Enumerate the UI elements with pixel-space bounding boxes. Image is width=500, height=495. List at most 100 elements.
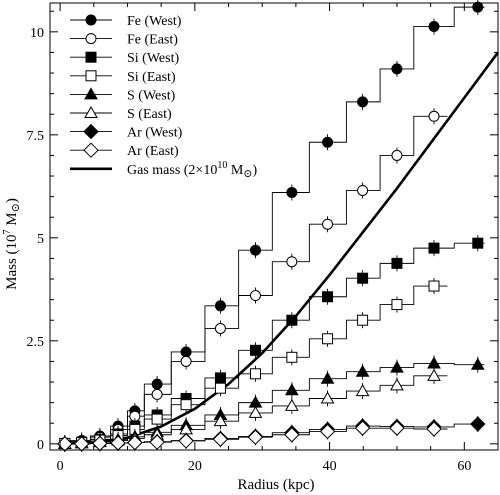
si-east-point: [391, 299, 403, 311]
legend-label-s-west: S (West): [127, 88, 176, 103]
ar-east-point: [178, 433, 194, 449]
fe-east-point: [214, 322, 226, 334]
s-east-point: [248, 405, 263, 418]
si-west-point: [286, 314, 298, 326]
si-east-point: [428, 280, 440, 292]
plot-border: [49, 2, 499, 451]
x-axis-label: Radius (kpc): [237, 477, 314, 493]
si-east-point: [180, 399, 192, 411]
x-tick-label: 0: [57, 459, 64, 474]
legend-label-ar-east: Ar (East): [127, 144, 179, 159]
fe-west-point: [472, 1, 484, 13]
fe-east-point: [391, 149, 403, 161]
fe-east-point: [428, 110, 440, 122]
y-axis-label: Mass (107 M⊙): [2, 198, 22, 290]
si-east-point: [214, 382, 226, 394]
y-axis-label-main: Mass (10: [4, 234, 20, 289]
legend-label-gas-mass: Gas mass (2×1010 M⊙): [127, 160, 258, 180]
s-east-point: [390, 378, 404, 391]
ar-east-point: [247, 429, 264, 445]
si-east-point: [322, 333, 334, 345]
fe-west-point: [249, 244, 261, 256]
legend-marker-s-west: [84, 87, 98, 100]
step-lines: [60, 6, 485, 445]
y-axis-label-close: ): [4, 198, 20, 203]
legend: Fe (West) Fe (East) Si (West) Si (East) S (W…: [70, 14, 258, 180]
legend-gas-sun-symbol: ⊙: [243, 168, 252, 180]
s-west-point: [355, 364, 370, 377]
fe-west-point: [214, 300, 226, 312]
legend-gas-unit: M: [227, 163, 244, 178]
si-west-point: [472, 237, 484, 249]
s-east-point: [284, 398, 299, 411]
legend-label-fe-west: Fe (West): [127, 14, 182, 29]
legend-label-ar-west: Ar (West): [127, 126, 183, 141]
plot-frame: [49, 2, 499, 451]
legend-label-si-west: Si (West): [127, 51, 179, 66]
s-west-point: [470, 357, 485, 370]
si-east-point: [357, 314, 369, 326]
ar-east-point: [57, 436, 73, 452]
ar-east-point: [212, 431, 229, 447]
s-west-point: [320, 371, 335, 384]
si-east-point: [286, 351, 298, 363]
si-east-point: [151, 413, 163, 425]
ar-east-point: [426, 421, 442, 437]
legend-label-s-east: S (East): [127, 107, 172, 122]
y-tick-label: 0: [37, 438, 44, 453]
si-west-point: [391, 257, 403, 269]
fe-west-point: [391, 63, 403, 75]
fe-east-point: [151, 388, 163, 400]
legend-label-si-east: Si (East): [127, 70, 176, 85]
sun-symbol: ⊙: [10, 203, 22, 212]
x-tick-label: 60: [457, 459, 471, 474]
si-west-point: [428, 242, 440, 254]
fe-east-point: [322, 218, 334, 230]
ar-east-point: [149, 434, 165, 450]
axis-ticks: 0 20 40 60 0 2.5 5 7.5 10: [27, 3, 499, 474]
legend-label-fe-east: Fe (East): [127, 33, 178, 48]
legend-marker-si-west: [85, 51, 97, 63]
y-tick-label: 2.5: [27, 335, 45, 350]
s-west-point: [427, 356, 441, 369]
legend-gas-close: ): [253, 163, 258, 178]
fe-west-point: [357, 96, 369, 108]
fe-east-point: [180, 355, 192, 367]
legend-marker-fe-west: [85, 14, 97, 26]
s-east-point: [213, 414, 228, 427]
ar-east-point: [284, 427, 300, 443]
legend-marker-ar-west: [83, 123, 99, 140]
y-tick-label: 7.5: [27, 129, 45, 144]
x-tick-label: 20: [188, 459, 202, 474]
s-west-point: [390, 360, 404, 373]
s-east-point: [427, 368, 441, 381]
fe-east-point: [249, 290, 261, 302]
fe-west-point: [428, 20, 440, 32]
fe-west-step-line: [60, 6, 485, 444]
ar-east-point: [319, 423, 336, 440]
ar-east-point: [354, 420, 371, 436]
ar-east-point: [389, 420, 405, 436]
x-tick-label: 40: [323, 459, 337, 474]
si-west-point: [249, 344, 261, 356]
fe-east-point: [286, 256, 298, 268]
s-east-point: [355, 384, 370, 397]
y-tick-label: 10: [30, 26, 44, 41]
si-west-point: [322, 291, 334, 303]
legend-marker-s-east: [84, 105, 98, 118]
ar-west-point: [470, 416, 486, 432]
legend-marker-fe-east: [85, 33, 97, 45]
s-east-point: [320, 391, 335, 404]
si-east-point: [249, 368, 261, 380]
data-markers: [57, 0, 486, 452]
legend-gas-exponent: 10: [217, 160, 227, 171]
fe-east-point: [357, 184, 369, 196]
si-west-point: [357, 272, 369, 284]
legend-marker-si-east: [85, 70, 97, 82]
y-axis-label-unit: M: [4, 212, 20, 229]
ar-east-step-line: [60, 427, 448, 445]
fe-west-point: [286, 187, 298, 199]
legend-marker-ar-east: [83, 142, 99, 158]
legend-gas-main: Gas mass (2×10: [127, 163, 217, 178]
